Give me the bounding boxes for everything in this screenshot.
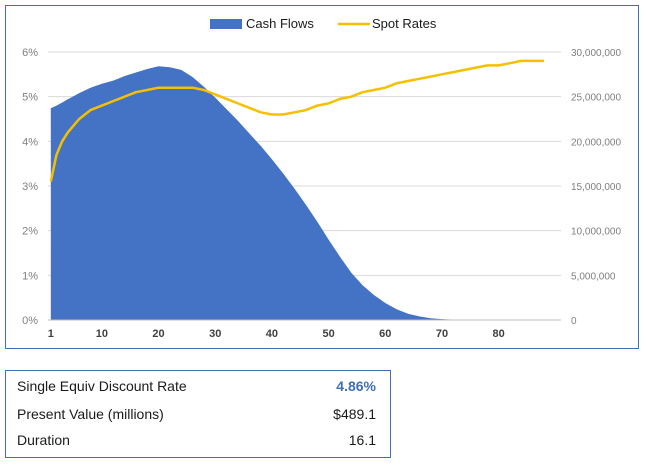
x-tick-label: 60 xyxy=(379,328,391,340)
y-primary-tick-label: 6% xyxy=(22,47,38,59)
x-tick-label: 70 xyxy=(436,328,448,340)
summary-panel: Single Equiv Discount Rate 4.86% Present… xyxy=(5,370,391,458)
summary-row-discount-rate: Single Equiv Discount Rate 4.86% xyxy=(6,375,390,397)
x-tick-label: 1 xyxy=(48,328,54,340)
discount-rate-label: Single Equiv Discount Rate xyxy=(17,378,187,394)
y-primary-tick-label: 1% xyxy=(22,270,38,282)
y-secondary-tick-label: 15,000,000 xyxy=(571,182,621,193)
chart-panel: 0% 1% 2% 3% 4% 5% 6% 0 5,000,000 10,000,000 15,000… xyxy=(5,5,639,349)
y-primary-tick-label: 4% xyxy=(22,136,38,148)
present-value-value: $489.1 xyxy=(333,406,376,422)
present-value-label: Present Value (millions) xyxy=(17,406,164,422)
summary-row-present-value: Present Value (millions) $489.1 xyxy=(6,403,390,425)
x-tick-label: 50 xyxy=(322,328,334,340)
y-secondary-tick-label: 10,000,000 xyxy=(571,227,621,238)
y-secondary-tick-label: 25,000,000 xyxy=(571,93,621,104)
x-tick-label: 30 xyxy=(209,328,221,340)
y-primary-tick-label: 3% xyxy=(22,181,38,193)
x-tick-label: 80 xyxy=(493,328,505,340)
x-tick-label: 20 xyxy=(152,328,164,340)
legend-label-spot-rates: Spot Rates xyxy=(372,16,437,31)
y-primary-tick-label: 5% xyxy=(22,92,38,104)
y-secondary-tick-label: 30,000,000 xyxy=(571,48,621,59)
y-secondary-tick-label: 0 xyxy=(571,316,577,327)
y-primary-tick-label: 0% xyxy=(22,315,38,327)
cash-flow-spot-rate-chart: 0% 1% 2% 3% 4% 5% 6% 0 5,000,000 10,000,000 15,000… xyxy=(22,16,621,340)
duration-label: Duration xyxy=(17,432,70,448)
summary-row-duration: Duration 16.1 xyxy=(6,429,390,451)
x-tick-label: 10 xyxy=(96,328,108,340)
y-secondary-tick-label: 20,000,000 xyxy=(571,137,621,148)
legend-swatch-cash-flows xyxy=(210,19,242,29)
cash-flows-area xyxy=(50,66,499,320)
spot-rates-line xyxy=(49,59,544,182)
legend-label-cash-flows: Cash Flows xyxy=(246,16,314,31)
discount-rate-value: 4.86% xyxy=(336,378,376,394)
y-secondary-tick-label: 5,000,000 xyxy=(571,271,616,282)
x-tick-label: 40 xyxy=(266,328,278,340)
y-primary-tick-label: 2% xyxy=(22,226,38,238)
duration-value: 16.1 xyxy=(348,432,376,448)
